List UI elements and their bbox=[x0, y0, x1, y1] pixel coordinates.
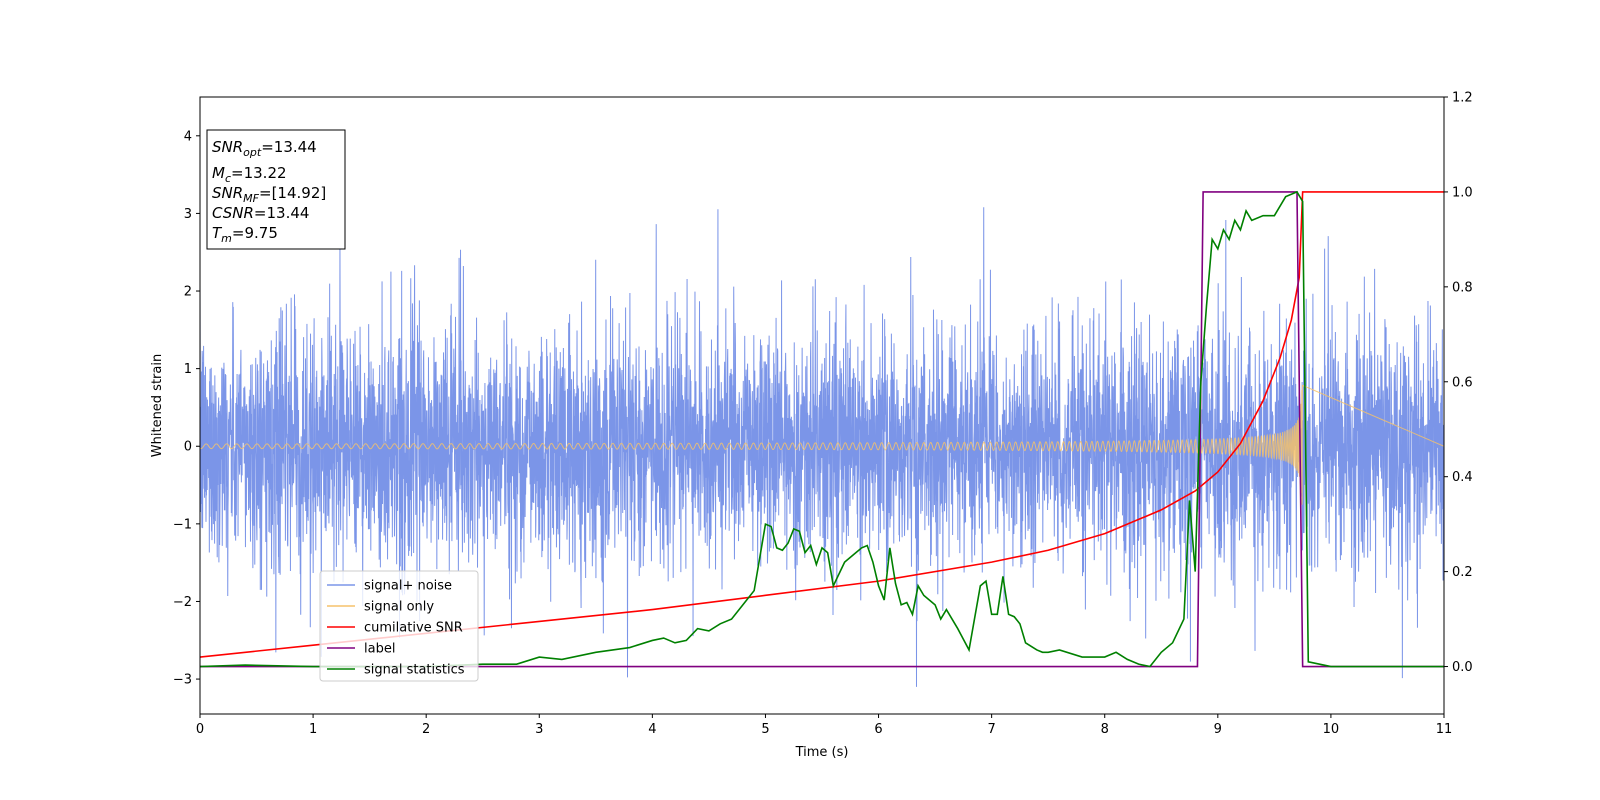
x-tick-label: 6 bbox=[874, 722, 882, 737]
stat-mc: Mc=13.22 bbox=[212, 164, 287, 185]
y-right-tick-label: 0.2 bbox=[1452, 565, 1473, 580]
legend: signal+ noise signal only cumilative SNR la… bbox=[319, 570, 479, 682]
y-right-tick-label: 0.8 bbox=[1452, 280, 1473, 295]
x-tick-label: 1 bbox=[309, 722, 317, 737]
y-right-tick-label: 1.0 bbox=[1452, 185, 1473, 200]
stats-box-frame bbox=[206, 129, 346, 250]
x-tick-label: 2 bbox=[422, 722, 430, 737]
x-tick-label: 5 bbox=[761, 722, 769, 737]
series-signal-only bbox=[200, 384, 1444, 505]
legend-entry: label bbox=[364, 642, 395, 657]
plot-frame bbox=[199, 96, 1445, 715]
y-left-tick-label: 3 bbox=[184, 207, 192, 222]
x-axis-label: Time (s) bbox=[795, 745, 849, 760]
y-right-tick-label: 1.2 bbox=[1452, 91, 1473, 106]
series-signal-statistics bbox=[200, 190, 1444, 668]
stats-box: SNRopt=13.44 Mc=13.22SNRMF=[14.92]CSNR=13… bbox=[206, 129, 346, 250]
x-tick-label: 11 bbox=[1436, 722, 1453, 737]
x-tick-label: 7 bbox=[987, 722, 995, 737]
legend-entry: cumilative SNR bbox=[364, 621, 463, 636]
y-right-tick-label: 0.4 bbox=[1452, 470, 1473, 485]
y-left-tick-label: 0 bbox=[184, 440, 192, 455]
series-label bbox=[200, 191, 1444, 668]
y-left-tick-label: 2 bbox=[184, 285, 192, 300]
legend-entry: signal+ noise bbox=[364, 579, 452, 594]
y-right-tick-label: 0.6 bbox=[1452, 375, 1473, 390]
series-signal-noise bbox=[200, 207, 1444, 687]
y-right-tick-label: 0.0 bbox=[1452, 660, 1473, 675]
ticks-layer: 0 1 2 3 4 5 6 7 8 9 10 11 −3 −2 −1 0 1 2 3 4 0.0 0.2 0.4 0.6 0.8… bbox=[173, 91, 1473, 738]
y-left-tick-label: −1 bbox=[173, 517, 192, 532]
stat-snr-opt: SNRopt=13.44 bbox=[212, 138, 317, 159]
legend-entry: signal statistics bbox=[364, 663, 465, 678]
stat-snr-mf: SNRMF=[14.92] bbox=[212, 184, 326, 205]
x-tick-label: 9 bbox=[1214, 722, 1222, 737]
stat-tm: Tm=9.75 bbox=[212, 224, 278, 245]
y-left-tick-label: 1 bbox=[184, 362, 192, 377]
y-axis-label: Whitened strain bbox=[150, 354, 165, 457]
x-tick-label: 10 bbox=[1323, 722, 1340, 737]
stat-csnr: CSNR=13.44 bbox=[212, 204, 309, 222]
y-left-tick-label: −2 bbox=[173, 595, 192, 610]
x-tick-label: 4 bbox=[648, 722, 656, 737]
x-tick-label: 8 bbox=[1101, 722, 1109, 737]
legend-frame bbox=[319, 570, 479, 682]
x-tick-label: 3 bbox=[535, 722, 543, 737]
series-cumulative-snr bbox=[200, 191, 1444, 658]
y-left-tick-label: −3 bbox=[173, 673, 192, 688]
series-layer bbox=[200, 190, 1444, 687]
y-left-tick-label: 4 bbox=[184, 129, 192, 144]
legend-entry: signal only bbox=[364, 600, 434, 615]
x-tick-label: 0 bbox=[196, 722, 204, 737]
